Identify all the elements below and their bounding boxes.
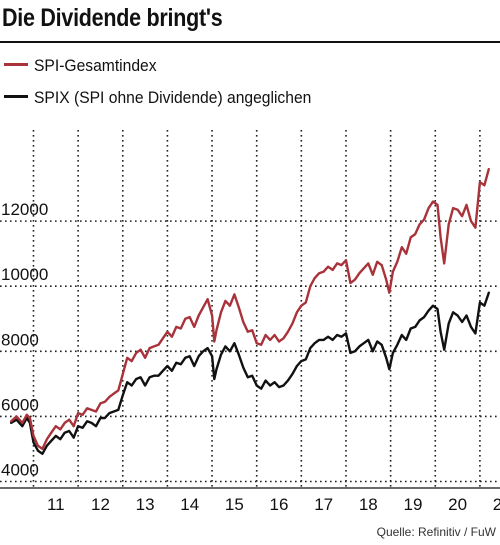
y-tick-label-8000: 8000 (1, 330, 39, 349)
x-tick-label-21: 21 (493, 495, 500, 514)
x-tick-label-19: 19 (403, 495, 422, 514)
legend-label-spi: SPI-Gesamtindex (34, 56, 157, 75)
legend-label-spix: SPIX (SPI ohne Dividende) angeglichen (34, 88, 312, 107)
y-tick-label-6000: 6000 (1, 395, 39, 414)
y-tick-label-4000: 4000 (1, 460, 39, 479)
x-tick-label-14: 14 (180, 495, 199, 514)
x-tick-label-11: 11 (47, 495, 65, 514)
x-tick-label-17: 17 (314, 495, 333, 514)
legend-swatch-spix (4, 95, 28, 99)
x-tick-label-13: 13 (136, 495, 155, 514)
legend-item-spix: SPIX (SPI ohne Dividende) angeglichen (0, 88, 335, 108)
title-rule (0, 41, 500, 43)
y-tick-label-12000: 12000 (1, 200, 48, 219)
series-line-spix (9, 291, 490, 455)
x-tick-label-15: 15 (225, 495, 244, 514)
source-note: Quelle: Refinitiv / FuW (376, 525, 496, 539)
x-tick-label-18: 18 (359, 495, 378, 514)
series-line-spi (9, 167, 490, 451)
legend-item-spi: SPI-Gesamtindex (0, 56, 167, 76)
x-tick-label-12: 12 (91, 495, 110, 514)
chart-title: Die Dividende bringt's (2, 4, 223, 32)
legend-swatch-spi (4, 63, 28, 67)
y-tick-label-10000: 10000 (1, 265, 48, 284)
x-tick-label-16: 16 (270, 495, 289, 514)
x-tick-label-20: 20 (448, 495, 467, 514)
